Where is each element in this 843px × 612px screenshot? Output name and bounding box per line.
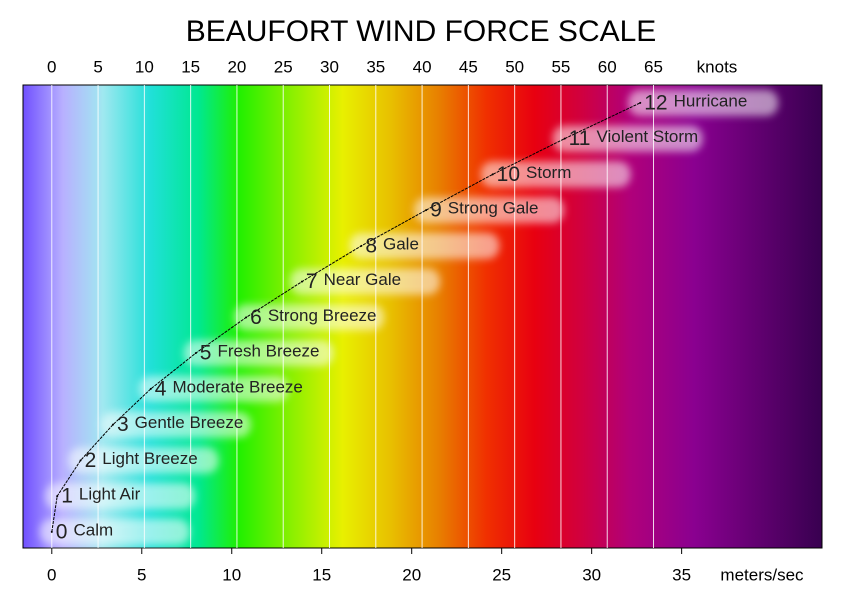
label-glow: [414, 197, 565, 224]
label-glow: [480, 161, 631, 188]
label-glow: [45, 483, 196, 510]
force-label: Violent Storm: [596, 127, 698, 146]
point: [245, 316, 248, 319]
force-label: Storm: [526, 163, 571, 182]
label-glow: [100, 411, 251, 438]
x-tick-label: 20: [402, 565, 421, 584]
force-number: 7: [306, 270, 318, 293]
force-number: 5: [200, 342, 212, 365]
label-glow: [289, 268, 440, 295]
x2-tick-label: 5: [93, 57, 102, 76]
force-label: Light Air: [79, 485, 141, 504]
point: [50, 530, 53, 533]
force-number: 1: [61, 485, 73, 508]
x2-tick-label: 60: [598, 57, 617, 76]
point: [563, 137, 566, 140]
x2-tick-label: 30: [320, 57, 339, 76]
label-glow: [628, 89, 779, 116]
label-glow: [138, 375, 289, 402]
x-tick-label: 15: [312, 565, 331, 584]
force-label: Hurricane: [674, 91, 748, 110]
x2-tick-label: 0: [47, 57, 56, 76]
x2-tick-label: 45: [459, 57, 478, 76]
point: [194, 352, 197, 355]
x2-tick-label: 65: [644, 57, 663, 76]
point: [639, 101, 642, 104]
x-tick-label: 10: [222, 565, 241, 584]
label-glow: [552, 125, 703, 152]
force-number: 0: [56, 520, 68, 543]
point: [149, 387, 152, 390]
force-number: 6: [250, 306, 262, 329]
label-glow: [234, 304, 385, 331]
force-number: 4: [155, 377, 167, 400]
point: [300, 280, 303, 283]
x-axis-label: meters/sec: [720, 565, 804, 584]
point: [111, 423, 114, 426]
force-label: Strong Breeze: [268, 306, 377, 325]
x2-tick-label: 40: [413, 57, 432, 76]
x2-tick-label: 15: [181, 57, 200, 76]
point: [491, 173, 494, 176]
x-tick-label: 30: [582, 565, 601, 584]
force-label: Fresh Breeze: [217, 342, 319, 361]
force-label: Strong Gale: [448, 199, 539, 218]
x-tick-label: 25: [492, 565, 511, 584]
force-label: Near Gale: [324, 270, 401, 289]
x2-tick-label: 50: [505, 57, 524, 76]
point: [79, 459, 82, 462]
force-number: 8: [365, 234, 377, 257]
force-number: 12: [644, 91, 667, 114]
label-glow: [183, 340, 334, 367]
force-label: Calm: [73, 520, 113, 539]
point: [425, 209, 428, 212]
force-number: 11: [569, 127, 591, 150]
force-label: Moderate Breeze: [172, 377, 302, 396]
force-label: Gale: [383, 234, 419, 253]
chart-title: BEAUFORT WIND FORCE SCALE: [186, 15, 657, 48]
x2-tick-label: 20: [227, 57, 246, 76]
force-number: 10: [497, 163, 520, 186]
x2-tick-label: 55: [551, 57, 570, 76]
label-glow: [349, 232, 500, 259]
force-label: Light Breeze: [102, 449, 197, 468]
x2-tick-label: 35: [366, 57, 385, 76]
x-tick-label: 35: [672, 565, 691, 584]
label-glow: [39, 518, 190, 545]
force-label: Gentle Breeze: [135, 413, 244, 432]
label-glow: [68, 447, 219, 474]
x2-tick-label: 25: [274, 57, 293, 76]
x2-axis-label: knots: [697, 57, 738, 76]
force-number: 3: [117, 413, 129, 436]
force-number: 2: [85, 449, 97, 472]
x-tick-label: 5: [137, 565, 146, 584]
x2-tick-label: 10: [135, 57, 154, 76]
force-number: 9: [430, 199, 442, 222]
point: [56, 495, 59, 498]
point: [360, 244, 363, 247]
x-tick-label: 0: [47, 565, 56, 584]
